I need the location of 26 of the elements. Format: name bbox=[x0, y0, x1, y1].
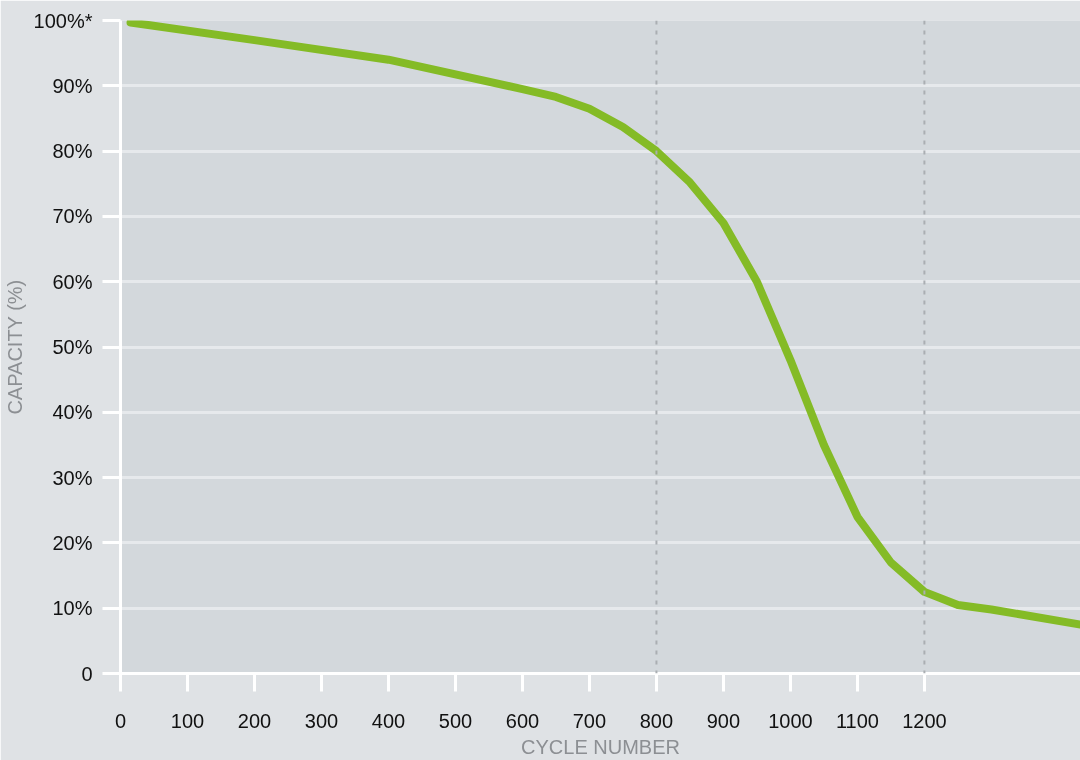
x-tick-label: 1000 bbox=[768, 709, 813, 732]
x-tick-label: 700 bbox=[572, 709, 607, 732]
y-tick-label: 70% bbox=[52, 205, 93, 228]
x-tick-label: 300 bbox=[304, 709, 339, 732]
y-tick-label: 80% bbox=[52, 140, 93, 163]
x-tick-label: 500 bbox=[438, 709, 473, 732]
y-tick-label: 30% bbox=[52, 466, 93, 489]
x-tick-label: 200 bbox=[237, 709, 272, 732]
x-tick-label: 900 bbox=[706, 709, 741, 732]
y-tick-label: 90% bbox=[52, 74, 93, 97]
x-tick-label: 1200 bbox=[902, 709, 947, 732]
x-tick-label: 100 bbox=[170, 709, 205, 732]
y-axis-title: CAPACITY (%) bbox=[3, 279, 26, 415]
x-tick-label: 800 bbox=[639, 709, 674, 732]
x-tick-label: 1100 bbox=[835, 709, 879, 732]
y-tick-label: 0 bbox=[81, 662, 93, 685]
y-tick-label: 50% bbox=[52, 336, 93, 358]
y-tick-label: 60% bbox=[52, 270, 93, 293]
x-axis-title: CYCLE NUMBER bbox=[521, 735, 680, 758]
y-tick-label: 40% bbox=[52, 401, 93, 424]
y-tick-label: 100%* bbox=[33, 9, 93, 32]
y-tick-label: 10% bbox=[52, 597, 93, 620]
y-tick-label: 20% bbox=[52, 531, 93, 554]
x-tick-label: 400 bbox=[371, 709, 406, 732]
x-tick-label: 600 bbox=[505, 709, 540, 732]
x-tick-label: 0 bbox=[114, 709, 127, 732]
